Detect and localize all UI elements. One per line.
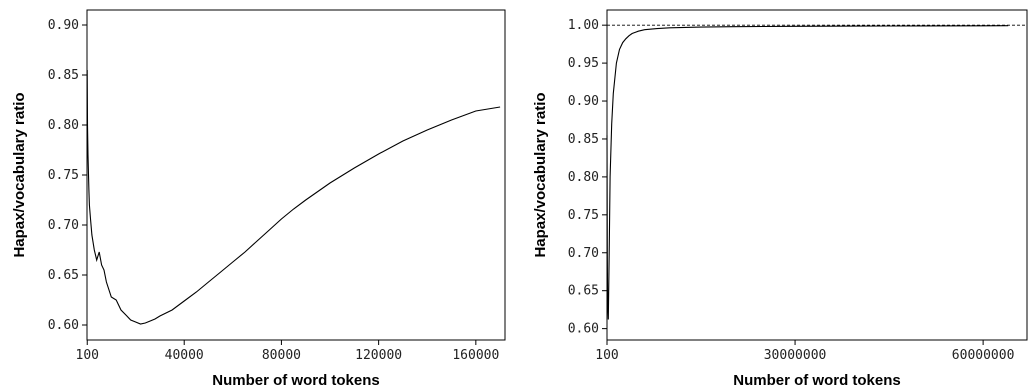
right-x-tick-label: 30000000 bbox=[764, 348, 827, 363]
left-x-tick-label: 160000 bbox=[452, 348, 499, 363]
left-y-axis: 0.60 0.65 0.70 0.75 0.80 0.85 0.90 bbox=[48, 18, 87, 333]
left-x-axis-title: Number of word tokens bbox=[212, 372, 380, 389]
right-chart-panel: 0.60 0.65 0.70 0.75 0.80 0.85 0.90 0.95 1.00 100… bbox=[532, 9, 1028, 389]
left-y-tick-label: 0.80 bbox=[48, 118, 79, 133]
right-x-tick-label: 100 bbox=[595, 348, 618, 363]
right-y-tick-label: 0.60 bbox=[568, 322, 599, 337]
left-y-tick-label: 0.75 bbox=[48, 168, 79, 183]
right-plot-frame bbox=[606, 9, 1028, 341]
left-x-axis: 100 40000 80000 120000 160000 bbox=[76, 340, 499, 363]
left-plot-frame bbox=[86, 9, 506, 341]
left-y-axis-title: Hapax/vocabulary ratio bbox=[11, 92, 28, 257]
left-x-tick-label: 120000 bbox=[355, 348, 402, 363]
right-y-tick-label: 0.65 bbox=[568, 284, 599, 299]
right-x-axis-title: Number of word tokens bbox=[733, 372, 901, 389]
right-y-tick-label: 0.85 bbox=[568, 132, 599, 147]
right-y-tick-label: 0.75 bbox=[568, 208, 599, 223]
right-x-tick-label: 60000000 bbox=[952, 348, 1015, 363]
left-y-tick-label: 0.60 bbox=[48, 318, 79, 333]
right-y-tick-label: 1.00 bbox=[568, 18, 599, 33]
left-y-tick-label: 0.90 bbox=[48, 18, 79, 33]
right-y-axis-title: Hapax/vocabulary ratio bbox=[532, 92, 549, 257]
left-y-tick-label: 0.65 bbox=[48, 268, 79, 283]
right-series-line bbox=[606, 25, 1009, 320]
right-y-tick-label: 0.70 bbox=[568, 246, 599, 261]
right-y-tick-label: 0.90 bbox=[568, 94, 599, 109]
right-y-tick-label: 0.80 bbox=[568, 170, 599, 185]
left-y-tick-label: 0.70 bbox=[48, 218, 79, 233]
right-y-tick-label: 0.95 bbox=[568, 56, 599, 71]
left-chart-panel: 0.60 0.65 0.70 0.75 0.80 0.85 0.90 100 40000 800… bbox=[11, 9, 506, 389]
left-y-tick-label: 0.85 bbox=[48, 68, 79, 83]
left-x-tick-label: 100 bbox=[76, 348, 99, 363]
left-series-line bbox=[86, 69, 501, 325]
right-x-axis: 100 30000000 60000000 bbox=[595, 340, 1014, 363]
right-y-axis: 0.60 0.65 0.70 0.75 0.80 0.85 0.90 0.95 1.00 bbox=[568, 18, 607, 337]
left-x-tick-label: 40000 bbox=[165, 348, 204, 363]
left-x-tick-label: 80000 bbox=[262, 348, 301, 363]
